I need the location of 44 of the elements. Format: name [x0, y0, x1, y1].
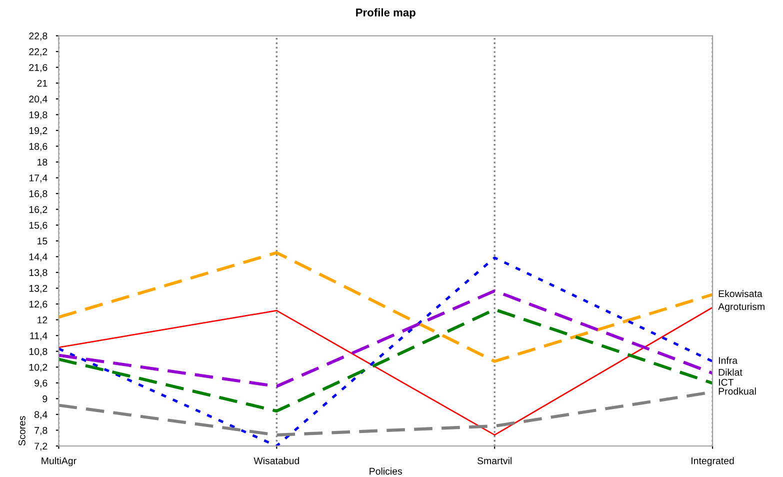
x-tick-label: MultiAgr — [42, 457, 76, 466]
x-tick-label: Integrated — [692, 457, 734, 466]
y-tick-label: 19,8 — [29, 111, 48, 120]
series-label: ICT — [718, 378, 734, 386]
series-label: Diklat — [718, 368, 742, 376]
y-tick-label: 13,8 — [29, 269, 48, 278]
y-tick-label: 17,4 — [29, 174, 48, 183]
y-tick-label: 19,2 — [29, 127, 48, 136]
line-series — [58, 251, 713, 363]
y-tick-label: 14,4 — [29, 253, 48, 262]
y-tick-label: 22,2 — [29, 48, 48, 56]
y-tick-label: 7,2 — [34, 442, 48, 451]
x-tick-label: Wisatabud — [254, 457, 299, 464]
line-series — [58, 308, 713, 413]
y-tick-label: 12 — [38, 316, 48, 324]
y-tick-label: 8,4 — [34, 411, 48, 420]
series-label: Ekowisata — [718, 290, 762, 298]
y-tick-label: 20,4 — [29, 96, 48, 104]
y-axis-title: Scores — [18, 416, 26, 446]
y-tick-label: 11,4 — [30, 332, 48, 340]
y-tick-label: 9 — [42, 395, 48, 402]
series-label: Agroturism — [718, 302, 764, 312]
y-tick-label: 16,8 — [29, 190, 48, 198]
line-series — [58, 306, 713, 436]
y-tick-label: 21,6 — [29, 64, 48, 72]
y-tick-label: 16,2 — [29, 206, 48, 214]
x-tick-label: Smartvil — [477, 457, 512, 464]
chart-title: Profile map — [356, 8, 416, 19]
x-axis-title: Policies — [370, 468, 402, 475]
y-tick-label: 15,6 — [29, 222, 48, 230]
series-label: Infra — [718, 356, 738, 364]
y-tick-label: 18 — [38, 158, 48, 166]
y-tick-label: 18,6 — [29, 142, 48, 151]
y-tick-label: 13,2 — [29, 284, 48, 293]
y-tick-label: 10,2 — [29, 364, 48, 372]
y-tick-label: 21 — [37, 80, 48, 87]
y-tick-label: 12,6 — [29, 300, 48, 309]
y-tick-label: 7,8 — [34, 426, 48, 435]
y-tick-label: 10,8 — [29, 348, 48, 356]
series-label: Prodkual — [718, 388, 756, 395]
y-tick-label: 22,8 — [29, 32, 48, 41]
line-series — [58, 289, 713, 388]
y-tick-label: 9,6 — [34, 380, 48, 388]
y-tick-label: 15 — [38, 238, 48, 245]
